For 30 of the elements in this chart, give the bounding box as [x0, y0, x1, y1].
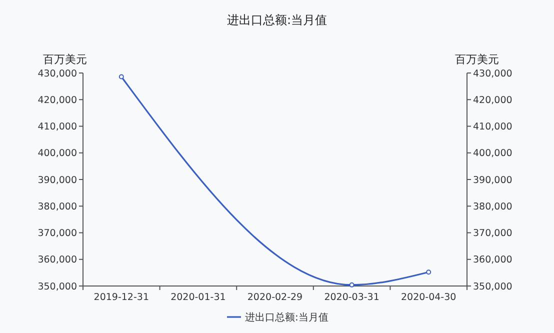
- y2-tick-label: 380,000: [473, 201, 512, 212]
- chart-title: 进出口总额:当月值: [226, 13, 328, 27]
- y-tick-label: 360,000: [38, 254, 77, 266]
- y2-tick-label: 390,000: [473, 174, 512, 186]
- y-tick-label: 370,000: [38, 228, 77, 240]
- point: [118, 74, 124, 80]
- y2-tick-label: 420,000: [473, 94, 512, 106]
- y2-tick-label: 400,000: [473, 148, 512, 160]
- y2-tick-label: 410,000: [473, 122, 512, 133]
- y-axis-title: 百万美元: [43, 53, 87, 66]
- x-tick-label: 2019-12-31: [94, 292, 150, 303]
- y-tick-label: 410,000: [38, 122, 77, 133]
- x-tick-label: 2020-04-30: [400, 292, 456, 303]
- y2-tick-label: 430,000: [473, 68, 512, 80]
- x-tick-label: 2020-02-29: [247, 292, 303, 303]
- x-tick-label: 2020-03-31: [324, 292, 380, 303]
- point: [349, 282, 354, 288]
- y-tick-label: 350,000: [38, 281, 77, 292]
- y-tick-label: 390,000: [38, 174, 77, 186]
- y2-axis-title: 百万美元: [455, 53, 499, 66]
- y-tick-label: 380,000: [38, 201, 77, 212]
- y-tick-label: 400,000: [38, 148, 77, 160]
- y2-tick-label: 360,000: [473, 254, 512, 266]
- x-tick-label: 2020-01-31: [170, 292, 226, 303]
- point: [426, 270, 432, 275]
- y-tick-label: 420,000: [38, 94, 77, 106]
- y-tick-label: 430,000: [38, 68, 77, 80]
- legend-label: 进出口总额:当月值: [245, 312, 328, 324]
- y2-tick-label: 370,000: [473, 228, 512, 240]
- y2-tick-label: 350,000: [473, 281, 512, 292]
